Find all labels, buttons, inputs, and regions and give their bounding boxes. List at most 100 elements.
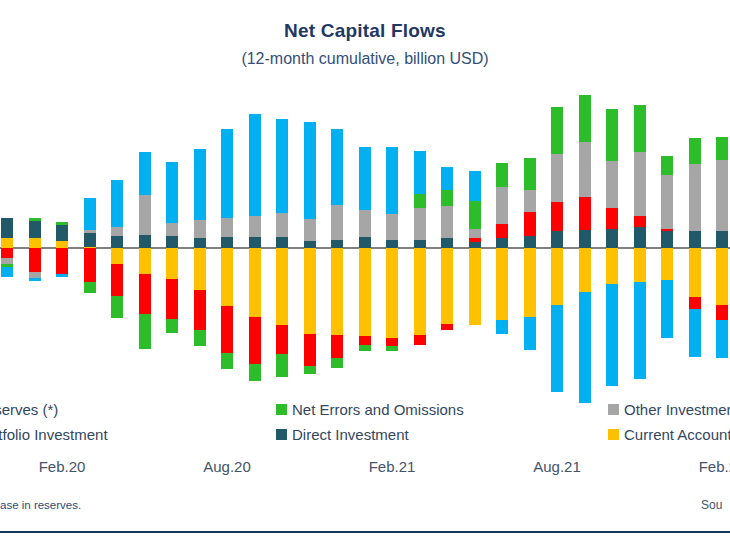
bar-segment-net-errors-omissions: [56, 222, 68, 225]
bar-segment-current-account: [29, 238, 41, 248]
bar-segment-reserves: [524, 317, 536, 350]
legend-label: Current Account: [624, 426, 730, 443]
bar-segment-direct-investment: [194, 238, 206, 248]
bar-segment-net-errors-omissions: [579, 95, 591, 142]
bar-segment-current-account: [276, 248, 288, 325]
bar-segment-net-errors-omissions: [84, 282, 96, 293]
bar-segment-other-investment: [166, 223, 178, 236]
bar-segment-reserves: [276, 119, 288, 213]
bar-segment-direct-investment: [551, 231, 563, 248]
bar-segment-reserves: [111, 180, 123, 227]
x-axis-label: Feb.20: [22, 458, 102, 475]
bar-segment-current-account: [606, 248, 618, 284]
bar-segment-direct-investment: [221, 237, 233, 248]
legend-label: Other Investment: [624, 401, 730, 418]
bar-segment-reserves: [716, 320, 728, 358]
legend-item: Portfolio Investment: [0, 426, 108, 443]
bar-segment-current-account: [716, 248, 728, 305]
bar-segment-direct-investment: [606, 229, 618, 248]
bar-segment-reserves: [386, 147, 398, 214]
bar-segment-portfolio-investment: [606, 208, 618, 229]
bar-segment-net-errors-omissions: [331, 358, 343, 368]
bar-segment-other-investment: [221, 218, 233, 237]
bar-segment-reserves: [634, 282, 646, 379]
bar-segment-current-account: [139, 248, 151, 274]
bar-segment-net-errors-omissions: [359, 345, 371, 351]
legend-swatch-icon: [276, 404, 287, 415]
bar-segment-reserves: [221, 129, 233, 218]
bar-segment-current-account: [551, 248, 563, 305]
bar-segment-direct-investment: [166, 236, 178, 248]
bar-segment-reserves: [661, 280, 673, 338]
bar-segment-current-account: [579, 248, 591, 292]
bar-segment-current-account: [1, 238, 13, 248]
bar-segment-current-account: [359, 248, 371, 336]
bar-segment-current-account: [111, 248, 123, 264]
bar-segment-portfolio-investment: [579, 197, 591, 230]
bar-segment-direct-investment: [496, 238, 508, 248]
bar-segment-portfolio-investment: [221, 306, 233, 353]
bar-segment-other-investment: [386, 214, 398, 240]
bar-segment-portfolio-investment: [634, 216, 646, 227]
bar-segment-current-account: [634, 248, 646, 282]
bar-segment-direct-investment: [414, 240, 426, 248]
bar-segment-current-account: [386, 248, 398, 338]
bar-segment-other-investment: [634, 152, 646, 216]
bar-segment-other-investment: [496, 187, 508, 224]
bar-segment-reserves: [84, 198, 96, 230]
bar-segment-portfolio-investment: [386, 338, 398, 346]
bar-segment-current-account: [469, 248, 481, 325]
x-axis-label: Aug.21: [517, 458, 597, 475]
bar-segment-net-errors-omissions: [139, 314, 151, 349]
legend-label: Direct Investment: [292, 426, 409, 443]
bar-segment-other-investment: [579, 142, 591, 197]
bar-segment-portfolio-investment: [689, 297, 701, 309]
x-axis-label: Feb.21: [352, 458, 432, 475]
bar-segment-net-errors-omissions: [496, 163, 508, 187]
bar-segment-reserves: [249, 114, 261, 216]
bar-segment-current-account: [56, 241, 68, 248]
bar-segment-net-errors-omissions: [194, 330, 206, 346]
bar-segment-direct-investment: [29, 221, 41, 238]
bar-segment-direct-investment: [1, 218, 13, 238]
bar-segment-portfolio-investment: [414, 335, 426, 345]
bar-segment-portfolio-investment: [1, 248, 13, 258]
legend-item: Other Investment: [608, 401, 730, 418]
bar-segment-reserves: [606, 284, 618, 386]
bar-segment-reserves: [139, 152, 151, 195]
bar-segment-current-account: [304, 248, 316, 334]
bar-segment-reserves: [441, 167, 453, 190]
bar-segment-net-errors-omissions: [551, 107, 563, 154]
bar-segment-portfolio-investment: [716, 305, 728, 320]
bar-segment-direct-investment: [111, 236, 123, 248]
bar-segment-net-errors-omissions: [111, 296, 123, 318]
bar-segment-net-errors-omissions: [661, 156, 673, 175]
chart-page: { "page": { "title": "Net Capital Flows"…: [0, 0, 730, 547]
footnote-left: ase in reserves.: [0, 499, 81, 511]
bar-segment-current-account: [524, 248, 536, 317]
legend-item: Current Account: [608, 426, 730, 443]
bar-segment-portfolio-investment: [496, 224, 508, 238]
bar-segment-portfolio-investment: [194, 290, 206, 330]
bar-segment-reserves: [359, 147, 371, 210]
bar-segment-direct-investment: [139, 235, 151, 248]
bar-segment-portfolio-investment: [166, 279, 178, 319]
bar-segment-net-errors-omissions: [304, 366, 316, 374]
bar-segment-other-investment: [139, 195, 151, 235]
legend-item: Net Errors and Omissions: [276, 401, 464, 418]
bar-segment-reserves: [414, 151, 426, 194]
bar-segment-net-errors-omissions: [689, 138, 701, 164]
bar-segment-direct-investment: [386, 240, 398, 248]
bar-segment-net-errors-omissions: [249, 364, 261, 381]
bar-segment-portfolio-investment: [441, 324, 453, 330]
bar-segment-portfolio-investment: [331, 335, 343, 358]
bar-segment-direct-investment: [276, 237, 288, 248]
bar-segment-net-errors-omissions: [276, 354, 288, 377]
bar-segment-other-investment: [331, 205, 343, 240]
bar-segment-other-investment: [716, 160, 728, 231]
bar-segment-net-errors-omissions: [441, 190, 453, 206]
bar-segment-other-investment: [249, 216, 261, 237]
bar-segment-net-errors-omissions: [221, 353, 233, 369]
bar-segment-reserves: [56, 274, 68, 277]
bar-segment-direct-investment: [331, 240, 343, 248]
